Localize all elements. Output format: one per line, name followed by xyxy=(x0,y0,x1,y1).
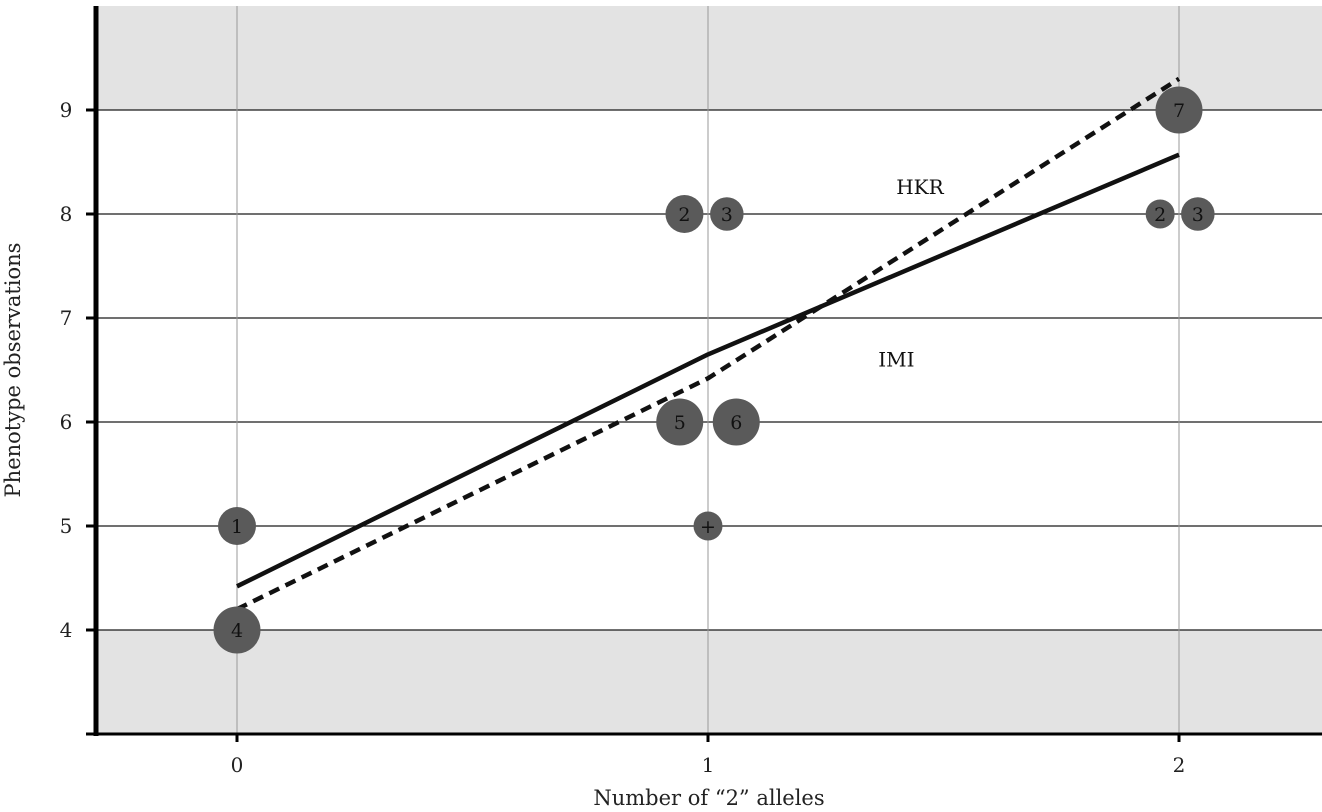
x-axis-title: Number of “2” alleles xyxy=(593,786,824,810)
x-tick-label: 2 xyxy=(1173,753,1186,777)
data-point xyxy=(656,398,704,446)
data-point xyxy=(1155,86,1203,134)
y-axis-title: Phenotype observations xyxy=(1,243,25,498)
data-point-label: + xyxy=(700,516,716,538)
data-point xyxy=(693,511,723,541)
line-annotations: HKR IMI xyxy=(878,175,944,372)
data-point-label: 4 xyxy=(231,620,243,642)
shaded-band xyxy=(96,6,1322,110)
data-point-label: 7 xyxy=(1173,100,1185,122)
y-tick-label: 5 xyxy=(60,514,73,538)
shaded-bands xyxy=(96,6,1322,734)
data-point-label: 2 xyxy=(678,204,690,226)
y-tick-label: 7 xyxy=(60,306,73,330)
y-tick-label: 9 xyxy=(60,98,73,122)
tick-labels: 0 1 2 4 5 6 7 8 9 xyxy=(60,98,1186,777)
data-point xyxy=(712,398,760,446)
y-tick-label: 6 xyxy=(60,410,73,434)
series-line-imi xyxy=(236,76,1181,612)
data-point xyxy=(1145,199,1175,229)
data-point xyxy=(1181,197,1215,231)
data-point-label: 3 xyxy=(1192,204,1204,226)
data-points: 1 4 2 3 5 6 +7 2 3 xyxy=(213,86,1215,654)
axes xyxy=(86,6,1322,742)
data-point-label: 2 xyxy=(1154,204,1166,226)
data-point xyxy=(665,195,704,233)
x-tick-label: 1 xyxy=(702,753,715,777)
y-tick-label: 8 xyxy=(60,202,73,226)
regression-lines xyxy=(236,76,1181,612)
data-point xyxy=(710,197,744,231)
data-point-label: 6 xyxy=(730,412,742,434)
data-point-label: 5 xyxy=(674,412,686,434)
line-annotation: IMI xyxy=(878,348,914,372)
series-line-hkr xyxy=(236,152,1180,589)
data-point-label: 3 xyxy=(721,204,733,226)
line-annotation: HKR xyxy=(896,175,944,199)
y-tick-label: 4 xyxy=(60,618,73,642)
data-point xyxy=(213,606,261,654)
x-tick-label: 0 xyxy=(231,753,244,777)
data-point xyxy=(218,507,256,545)
data-point-label: 1 xyxy=(231,516,243,538)
shaded-band xyxy=(96,630,1322,734)
gridlines xyxy=(96,6,1322,734)
